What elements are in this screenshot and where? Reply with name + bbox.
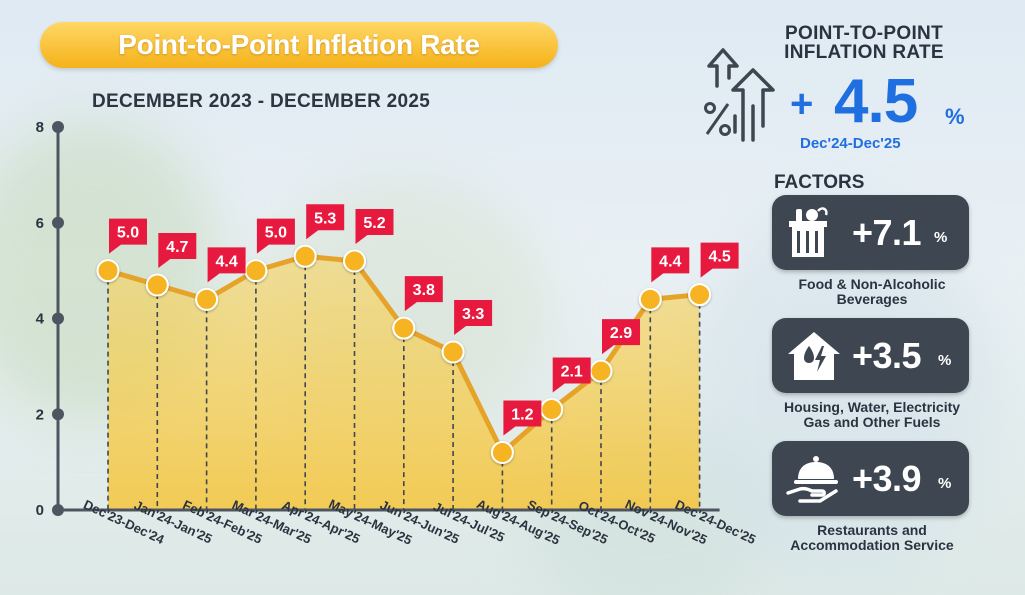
factor-value: +7.1 [852,212,922,253]
y-tick-dot [52,408,64,421]
data-point [441,340,465,364]
house-utilities-icon [788,332,840,380]
factor-label-restaurants: Restaurants and Accommodation Service [752,523,992,553]
y-tick-dot [52,312,64,325]
data-label-bg [306,204,345,240]
factor-label-housing: Housing, Water, Electricity Gas and Othe… [752,400,992,430]
data-label-bg [404,276,443,312]
data-point [392,316,416,340]
data-label: 1.2 [503,400,542,436]
serving-cloche-icon [786,456,838,503]
data-label: 4.4 [207,247,246,283]
y-tick-label: 4 [36,311,45,328]
data-point [145,273,169,297]
data-label-bg [700,242,739,278]
factor-label-line2: Accommodation Service [790,537,954,553]
data-point [540,397,564,421]
data-label-bg [355,209,394,245]
data-label-text: 4.5 [708,249,730,266]
data-label-bg [552,357,591,393]
data-label: 5.2 [355,209,394,245]
chart-subtitle: DECEMBER 2023 - DECEMBER 2025 [92,91,431,112]
data-label: 4.4 [651,247,690,283]
factor-card-food: +7.1 % [772,195,969,270]
y-tick-label: 0 [36,502,44,519]
grocery-bag-icon [789,207,828,257]
data-label-bg [207,247,246,283]
data-label-bg [503,400,542,436]
data-point [490,441,514,465]
factor-label-line1: Restaurants and [817,522,927,538]
data-label: 5.0 [256,218,295,254]
y-tick-label: 2 [36,406,44,423]
data-label-text: 5.0 [117,225,139,242]
data-label-text: 4.4 [659,253,681,270]
data-point [96,259,120,283]
data-point [195,287,219,311]
data-label-text: 4.7 [166,239,188,256]
factor-label-line1: Housing, Water, Electricity [783,399,961,415]
data-label: 5.3 [306,204,345,240]
data-label-text: 2.1 [561,363,583,380]
data-label-text: 3.8 [413,282,435,299]
data-label: 3.3 [454,300,493,336]
data-label-text: 5.0 [265,225,287,242]
factor-card-housing: +3.5 % [772,318,969,393]
data-label-bg [158,232,197,268]
kpi-sign: + [790,82,814,126]
data-label: 5.0 [109,218,147,254]
data-point [244,259,268,283]
factor-value: +3.5 [852,335,922,376]
factor-unit: % [938,352,952,369]
y-tick-dot [52,504,64,516]
kpi-value: 4.5 [834,67,918,136]
factor-card-restaurants: +3.9 % [772,441,969,516]
data-point [589,359,613,383]
factor-unit: % [938,475,952,492]
data-label-text: 5.3 [314,210,336,227]
kpi-unit: % [945,104,965,129]
data-label-text: 2.9 [610,325,632,342]
factor-value: +3.9 [852,458,922,499]
y-tick-dot [52,216,64,229]
data-point [343,249,366,273]
data-label-text: 5.2 [363,215,385,232]
factor-label-line2: Beverages [836,291,908,307]
data-label-bg [109,218,147,254]
factor-label-line2: Gas and Other Fuels [803,414,941,430]
factor-label-food: Food & Non-Alcoholic Beverages [752,277,992,307]
data-label-bg [602,319,640,355]
data-point [638,287,662,311]
data-label-bg [651,247,690,283]
data-label: 4.5 [700,242,739,278]
data-label: 2.1 [552,357,591,393]
factors-title: FACTORS [774,172,865,193]
kpi-period: Dec'24-Dec'25 [800,135,901,152]
y-tick-label: 6 [36,215,44,232]
kpi-title: POINT-TO-POINT INFLATION RATE [730,24,998,62]
y-tick-dot [52,121,64,133]
data-label-bg [454,300,493,336]
data-label: 3.8 [404,276,443,312]
data-label-text: 1.2 [511,407,533,424]
page-title: Point-to-Point Inflation Rate [40,22,558,68]
data-label-text: 4.4 [215,253,237,270]
y-tick-label: 8 [36,119,44,136]
data-label-text: 3.3 [462,306,484,323]
kpi-title-line1: POINT-TO-POINT [785,23,943,44]
data-point [293,244,317,268]
data-label: 2.9 [602,319,640,355]
factor-unit: % [934,229,948,246]
data-point [688,283,712,307]
factor-label-line1: Food & Non-Alcoholic [798,276,946,292]
growth-arrows-percent-icon [704,48,775,142]
data-label: 4.7 [158,232,197,268]
data-label-bg [256,218,295,254]
kpi-title-line2: INFLATION RATE [784,42,944,63]
